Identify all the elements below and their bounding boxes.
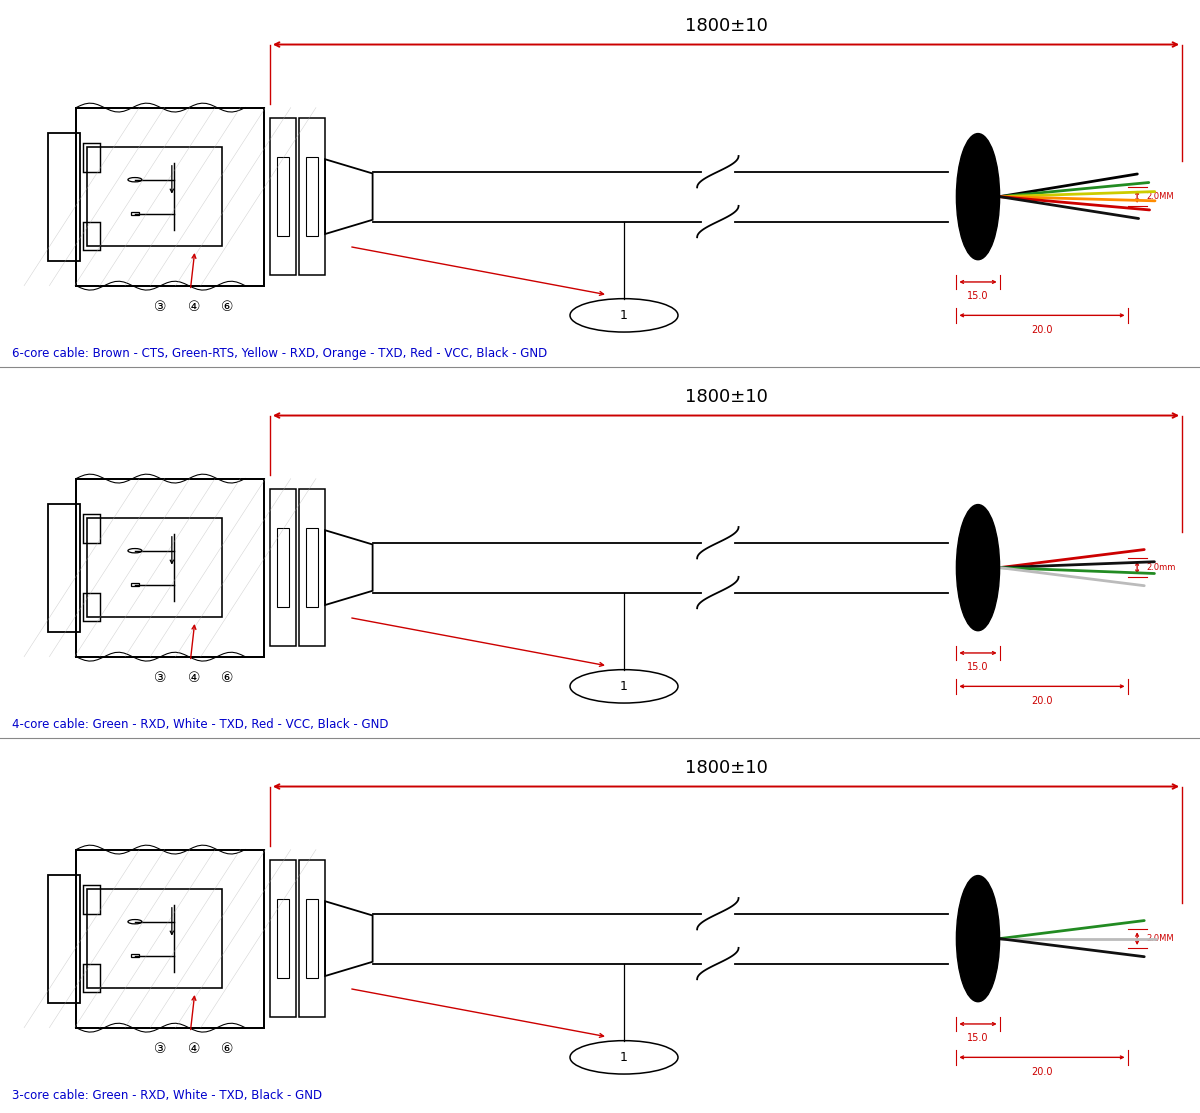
Text: 1: 1	[620, 1051, 628, 1064]
Text: 15.0: 15.0	[967, 1033, 989, 1043]
Text: ④: ④	[187, 301, 200, 314]
Text: 2.0MM: 2.0MM	[1147, 193, 1175, 201]
Text: ⑥: ⑥	[221, 301, 234, 314]
Ellipse shape	[956, 876, 1000, 1002]
Text: 15.0: 15.0	[967, 662, 989, 672]
Text: 6-core cable: Brown - CTS, Green-RTS, Yellow - RXD, Orange - TXD, Red - VCC, Bla: 6-core cable: Brown - CTS, Green-RTS, Ye…	[12, 347, 547, 359]
Text: 1800±10: 1800±10	[684, 17, 768, 36]
Text: 20.0: 20.0	[1031, 1066, 1052, 1076]
Ellipse shape	[956, 504, 1000, 631]
Text: 1: 1	[620, 680, 628, 693]
Text: ⑥: ⑥	[221, 671, 234, 684]
Text: 1800±10: 1800±10	[684, 759, 768, 777]
Text: 3-core cable: Green - RXD, White - TXD, Black - GND: 3-core cable: Green - RXD, White - TXD, …	[12, 1089, 322, 1102]
Text: 20.0: 20.0	[1031, 325, 1052, 335]
Text: ⑥: ⑥	[221, 1042, 234, 1056]
Text: 15.0: 15.0	[967, 292, 989, 302]
Text: 1800±10: 1800±10	[684, 388, 768, 406]
Text: ③: ③	[154, 1042, 167, 1056]
Text: ④: ④	[187, 1042, 200, 1056]
Text: 2.0MM: 2.0MM	[1147, 934, 1175, 943]
Text: 20.0: 20.0	[1031, 696, 1052, 706]
Ellipse shape	[956, 134, 1000, 259]
Text: 4-core cable: Green - RXD, White - TXD, Red - VCC, Black - GND: 4-core cable: Green - RXD, White - TXD, …	[12, 718, 389, 731]
Text: ③: ③	[154, 671, 167, 684]
Text: 2.0mm: 2.0mm	[1147, 563, 1176, 572]
Text: 1: 1	[620, 308, 628, 322]
Text: ④: ④	[187, 671, 200, 684]
Text: ③: ③	[154, 301, 167, 314]
